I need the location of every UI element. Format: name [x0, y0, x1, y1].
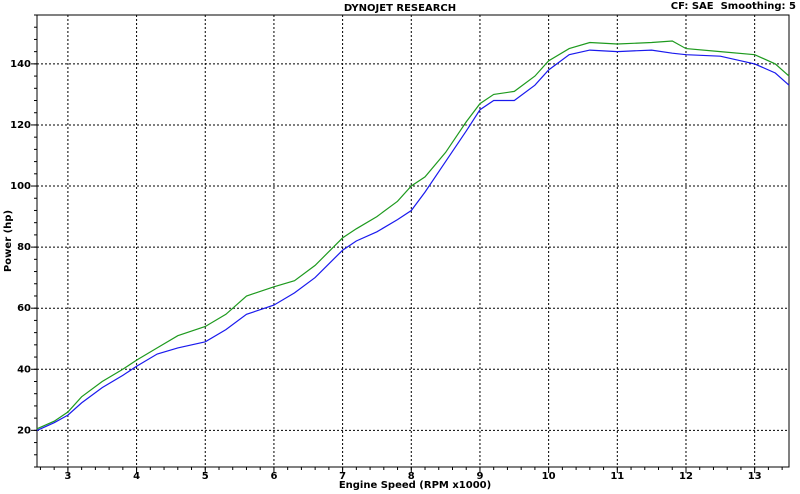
data-line — [36, 49, 790, 431]
y-axis-label: Power (hp) — [3, 210, 14, 272]
data-line — [36, 40, 790, 430]
x-tick-label: 5 — [202, 471, 209, 482]
y-tick-label: 80 — [17, 242, 31, 253]
y-tick-label: 40 — [17, 364, 31, 375]
y-tick-label: 120 — [10, 120, 31, 131]
x-axis-label: Engine Speed (RPM x1000) — [339, 480, 491, 491]
y-tick-label: 20 — [17, 425, 31, 436]
x-tick-label: 12 — [679, 471, 693, 482]
plot-area — [36, 14, 790, 468]
y-tick-label: 60 — [17, 303, 31, 314]
x-tick-label: 13 — [748, 471, 762, 482]
x-tick-label: 10 — [542, 471, 556, 482]
x-tick-label: 6 — [270, 471, 277, 482]
x-tick-label: 3 — [64, 471, 71, 482]
x-tick-label: 4 — [133, 471, 140, 482]
x-tick-label: 11 — [610, 471, 624, 482]
chart-title: DYNOJET RESEARCH — [344, 3, 456, 14]
x-tick-label: 8 — [408, 471, 415, 482]
x-tick-label: 7 — [339, 471, 346, 482]
y-tick-label: 100 — [10, 181, 31, 192]
chart-subtitle: CF: SAE Smoothing: 5 — [671, 1, 796, 12]
y-tick-label: 140 — [10, 59, 31, 70]
x-tick-label: 9 — [476, 471, 483, 482]
